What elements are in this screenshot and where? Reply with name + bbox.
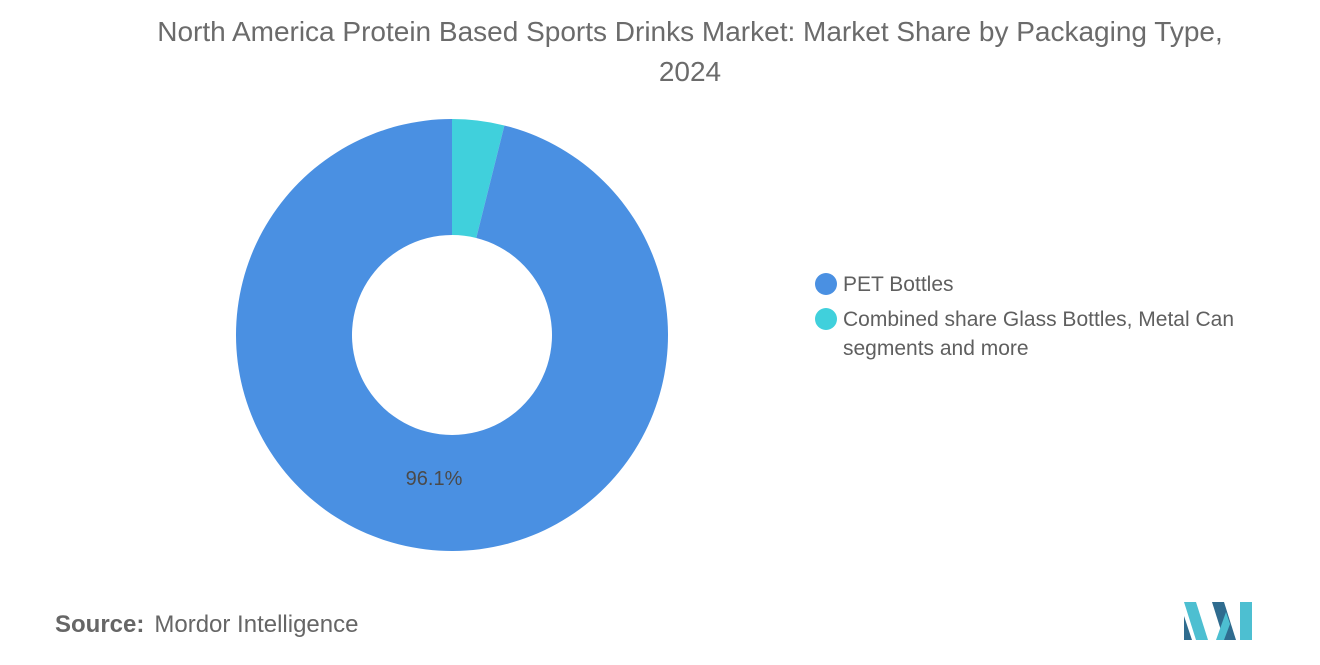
donut-slices [235, 119, 668, 551]
legend-item-pet-bottles: PET Bottles [815, 270, 1285, 299]
legend-label-combined-share: Combined share Glass Bottles, Metal Can … [843, 308, 1235, 360]
legend-swatch-pet-bottles [815, 273, 837, 295]
donut-slice-pet-bottles [235, 119, 668, 551]
source-value: Mordor Intelligence [154, 611, 359, 638]
chart-title: North America Protein Based Sports Drink… [157, 16, 1223, 87]
source-note: Source: Mordor Intelligence [55, 611, 358, 639]
mordor-intelligence-logo [1184, 602, 1252, 640]
legend: PET Bottles Combined share Glass Bottles… [815, 270, 1285, 369]
data-label-pet-bottles: 96.1% [406, 468, 463, 490]
legend-swatch-combined-share [815, 308, 837, 330]
source-label: Source: [55, 611, 145, 638]
legend-item-combined-share: Combined share Glass Bottles, Metal Can … [815, 305, 1285, 363]
legend-label-pet-bottles: PET Bottles [843, 273, 954, 296]
donut-slice-combined-share [452, 119, 505, 238]
